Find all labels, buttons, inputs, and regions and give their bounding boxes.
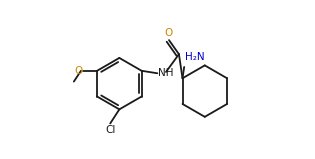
Text: Cl: Cl	[105, 125, 115, 135]
Text: H₂N: H₂N	[185, 52, 205, 62]
Text: O: O	[74, 66, 82, 76]
Text: NH: NH	[158, 68, 173, 78]
Text: O: O	[164, 28, 172, 38]
